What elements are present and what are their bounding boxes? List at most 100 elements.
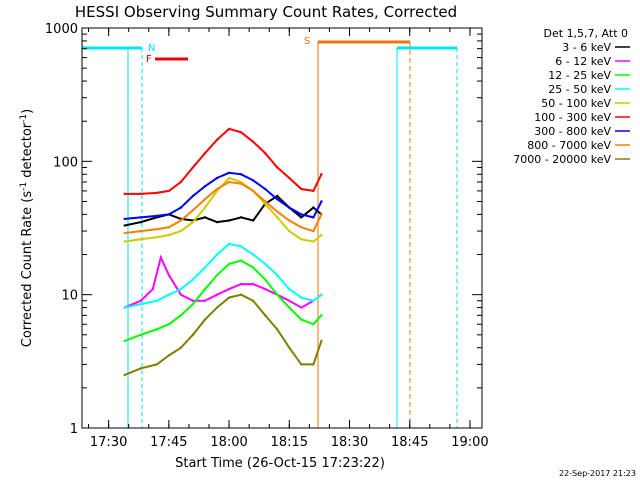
y-axis-label-sup1: -1 bbox=[19, 182, 29, 191]
data-point bbox=[288, 306, 291, 309]
data-point bbox=[155, 363, 159, 366]
series-lines bbox=[123, 127, 323, 377]
legend-entry-label: 7000 - 20000 keV bbox=[513, 153, 611, 166]
data-point bbox=[167, 273, 171, 277]
data-point bbox=[276, 197, 279, 201]
series-line bbox=[124, 293, 323, 376]
data-point bbox=[191, 166, 195, 169]
data-point bbox=[167, 354, 171, 357]
data-point bbox=[123, 240, 126, 243]
data-point bbox=[139, 299, 142, 302]
data-point bbox=[288, 206, 291, 209]
data-point bbox=[203, 266, 207, 269]
data-point bbox=[203, 197, 207, 201]
series-line bbox=[124, 242, 323, 309]
data-point bbox=[312, 216, 315, 219]
data-point bbox=[179, 229, 183, 233]
data-point bbox=[167, 189, 171, 193]
data-point bbox=[239, 173, 243, 176]
data-point bbox=[167, 213, 171, 216]
data-point bbox=[320, 213, 323, 216]
data-point bbox=[123, 373, 126, 377]
data-point bbox=[320, 173, 323, 176]
data-point bbox=[251, 299, 255, 302]
data-point bbox=[139, 216, 142, 219]
data-point bbox=[239, 180, 243, 184]
data-point bbox=[179, 219, 183, 222]
data-point bbox=[300, 216, 303, 219]
legend-entry-label: 3 - 6 keV bbox=[562, 41, 611, 54]
data-point bbox=[239, 259, 243, 262]
data-point bbox=[139, 302, 142, 306]
data-point bbox=[300, 238, 303, 241]
data-point bbox=[227, 127, 231, 131]
data-point bbox=[167, 293, 171, 296]
data-point bbox=[251, 266, 255, 269]
data-point bbox=[264, 262, 267, 266]
data-point bbox=[288, 219, 291, 222]
data-point bbox=[227, 176, 231, 180]
data-point bbox=[251, 253, 255, 256]
data-point bbox=[276, 166, 279, 169]
data-point bbox=[239, 131, 243, 134]
legend-entry-label: 50 - 100 keV bbox=[541, 97, 611, 110]
data-point bbox=[179, 180, 183, 184]
saa-flag-label: S bbox=[304, 36, 310, 47]
data-point bbox=[155, 191, 159, 195]
data-point bbox=[251, 179, 255, 182]
data-point bbox=[123, 306, 126, 309]
data-point bbox=[264, 314, 267, 317]
data-point bbox=[167, 323, 171, 326]
data-point bbox=[227, 296, 231, 299]
legend-title: Det 1,5,7, Att 0 bbox=[544, 27, 628, 40]
data-point bbox=[300, 187, 303, 191]
data-point bbox=[312, 299, 315, 302]
data-point bbox=[227, 219, 231, 222]
data-point bbox=[155, 328, 159, 331]
y-axis-label-mid: detector bbox=[20, 122, 35, 182]
x-axis: 17:30 17:45 18:00 18:15 18:30 18:45 19:00 bbox=[88, 28, 489, 450]
data-point bbox=[139, 367, 142, 370]
data-point bbox=[215, 187, 219, 191]
data-point bbox=[320, 200, 323, 203]
x-tick-label: 17:45 bbox=[150, 435, 187, 450]
y-tick-label: 10 bbox=[61, 289, 78, 304]
x-axis-label: Start Time (26-Oct-15 17:23:22) bbox=[175, 456, 385, 471]
data-point bbox=[251, 140, 255, 144]
data-point bbox=[227, 180, 231, 184]
y-axis-label: Corrected Count Rate (s-1 detector-1) bbox=[19, 109, 35, 347]
data-point bbox=[123, 224, 126, 227]
data-point bbox=[251, 219, 255, 222]
data-point bbox=[191, 333, 195, 337]
data-point bbox=[300, 296, 303, 299]
legend-entry-label: 25 - 50 keV bbox=[548, 83, 611, 96]
data-point bbox=[239, 293, 243, 296]
data-point bbox=[288, 299, 291, 302]
data-point bbox=[227, 171, 231, 175]
x-tick-label: 18:30 bbox=[331, 435, 368, 450]
data-point bbox=[203, 318, 207, 321]
data-point bbox=[215, 176, 219, 180]
data-point bbox=[179, 287, 183, 291]
data-point bbox=[179, 206, 183, 209]
data-point bbox=[264, 152, 267, 155]
data-point bbox=[203, 287, 207, 291]
x-tick-label: 18:15 bbox=[271, 435, 308, 450]
night-flag-label: N bbox=[148, 43, 155, 54]
data-point bbox=[139, 229, 142, 233]
data-point bbox=[139, 192, 142, 196]
data-point bbox=[227, 262, 231, 266]
data-point bbox=[312, 189, 315, 193]
data-point bbox=[191, 278, 195, 281]
legend-entry-label: 12 - 25 keV bbox=[548, 69, 611, 82]
data-point bbox=[123, 339, 126, 343]
y-axis-label-end: ) bbox=[20, 109, 35, 114]
plot-frame bbox=[81, 27, 483, 429]
data-point bbox=[191, 220, 195, 224]
data-point bbox=[203, 185, 207, 188]
data-point bbox=[276, 194, 279, 198]
data-point bbox=[215, 253, 219, 256]
data-point bbox=[215, 306, 219, 309]
data-point bbox=[300, 363, 303, 366]
data-point bbox=[300, 306, 303, 309]
